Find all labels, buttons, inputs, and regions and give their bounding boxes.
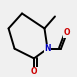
Text: O: O — [64, 28, 70, 37]
Text: N: N — [44, 44, 51, 53]
Text: O: O — [31, 67, 37, 76]
